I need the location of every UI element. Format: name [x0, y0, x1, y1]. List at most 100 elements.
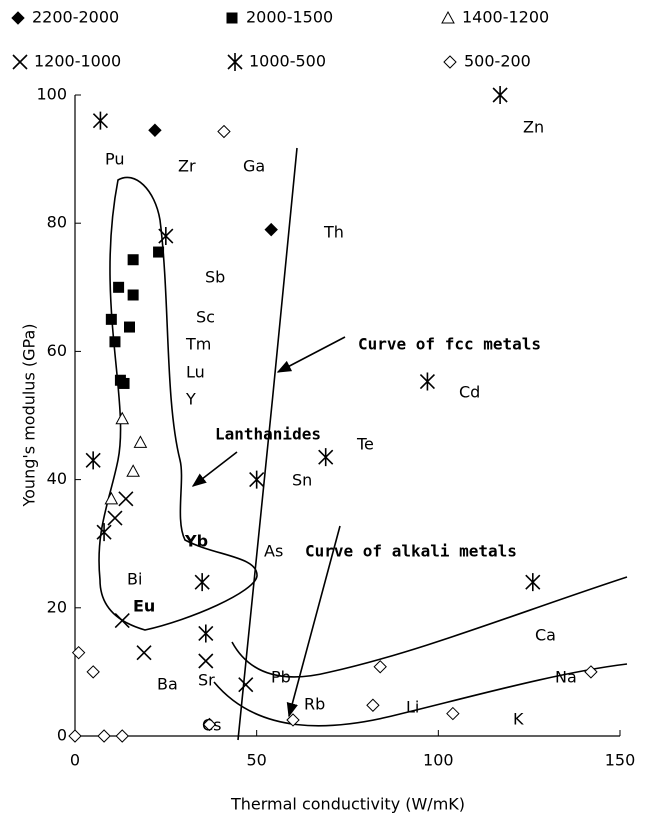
element-label: Pu: [105, 150, 125, 169]
point: [113, 281, 125, 293]
point: [124, 321, 135, 333]
x-tick-label: 150: [605, 751, 636, 770]
point: [198, 624, 214, 643]
y-tick-label: 100: [36, 85, 67, 104]
fcc-curve: [237, 147, 298, 741]
point: [238, 677, 254, 693]
legend-marker: [12, 54, 28, 70]
point: [584, 665, 598, 679]
legend-marker: [443, 55, 457, 69]
legend-label: 1000-500: [249, 52, 326, 71]
point: [118, 377, 130, 389]
point: [158, 227, 174, 246]
legend-marker: [441, 10, 455, 24]
element-label: Sn: [292, 471, 312, 490]
legend-label: 500-200: [464, 52, 531, 71]
point: [126, 464, 140, 477]
element-label: Ca: [535, 626, 556, 645]
point: [85, 451, 101, 470]
element-label: Sb: [205, 268, 225, 287]
element-label: As: [264, 542, 283, 561]
element-label: Rb: [304, 695, 325, 714]
point: [114, 613, 130, 629]
y-axis-label: Young's modulus (GPa): [20, 324, 39, 508]
point: [115, 729, 129, 743]
point: [104, 491, 119, 505]
legend-marker: [226, 12, 238, 24]
point: [86, 665, 100, 679]
point: [217, 124, 231, 139]
arrow: [276, 336, 346, 373]
element-label: Cd: [459, 383, 480, 402]
element-label: Zn: [523, 118, 544, 137]
element-label: Te: [356, 435, 374, 454]
point: [109, 336, 121, 348]
point: [105, 313, 117, 325]
element-label: Bi: [127, 570, 142, 589]
element-label: Eu: [133, 597, 155, 616]
point: [492, 86, 508, 104]
point: [148, 123, 162, 137]
y-tick-label: 40: [47, 469, 67, 488]
point: [202, 717, 217, 732]
annotation: Curve of fcc metals: [358, 335, 541, 354]
element-label: Pb: [271, 668, 291, 687]
x-tick-label: 0: [70, 751, 80, 770]
legend-label: 2000-1500: [246, 8, 333, 27]
y-tick-label: 20: [47, 597, 67, 616]
legend-label: 1200-1000: [34, 52, 121, 71]
x-axis-label: Thermal conductivity (W/mK): [230, 795, 465, 814]
point: [249, 470, 265, 489]
point: [373, 660, 387, 674]
element-label: Yb: [184, 532, 208, 551]
point: [127, 289, 139, 301]
point: [366, 698, 380, 712]
element-label: Li: [406, 698, 419, 717]
x-tick-label: 100: [423, 751, 454, 770]
element-label: Cs: [202, 716, 222, 735]
element-label: Th: [323, 223, 344, 242]
element-label: Tm: [185, 335, 211, 354]
y-tick-label: 80: [47, 213, 67, 232]
point: [136, 645, 152, 661]
point: [115, 411, 130, 425]
point: [286, 713, 300, 727]
element-label: K: [513, 710, 524, 729]
point: [194, 573, 210, 592]
point: [118, 491, 134, 507]
point: [525, 573, 541, 592]
point: [71, 645, 86, 660]
lanthanide-loop: [98, 176, 258, 631]
alkali-curve-lower: [213, 663, 628, 727]
y-tick-label: 0: [57, 726, 67, 745]
annotation: Lanthanides: [215, 425, 321, 444]
legend-label: 2200-2000: [32, 8, 119, 27]
point: [107, 510, 123, 526]
legend-marker: [11, 11, 25, 25]
y-tick-label: 60: [47, 341, 67, 360]
element-label: Ba: [157, 675, 178, 694]
point: [133, 435, 148, 448]
arrow: [286, 525, 341, 718]
point: [198, 653, 214, 669]
point: [264, 222, 278, 237]
alkali-curve-upper: [231, 576, 628, 678]
element-label: Na: [555, 668, 577, 687]
element-label: Sr: [198, 671, 215, 690]
point: [419, 372, 435, 391]
annotation: Curve of alkali metals: [305, 542, 517, 561]
x-tick-label: 50: [246, 751, 266, 770]
element-label: Lu: [186, 363, 205, 382]
legend-marker: [227, 53, 243, 71]
point: [153, 246, 165, 258]
element-label: Sc: [196, 308, 215, 327]
point: [97, 729, 111, 743]
element-label: Ga: [243, 157, 265, 176]
point: [127, 254, 139, 266]
point: [68, 729, 82, 743]
point: [92, 111, 108, 130]
point: [446, 706, 460, 721]
element-label: Zr: [178, 157, 196, 176]
point: [318, 448, 334, 467]
